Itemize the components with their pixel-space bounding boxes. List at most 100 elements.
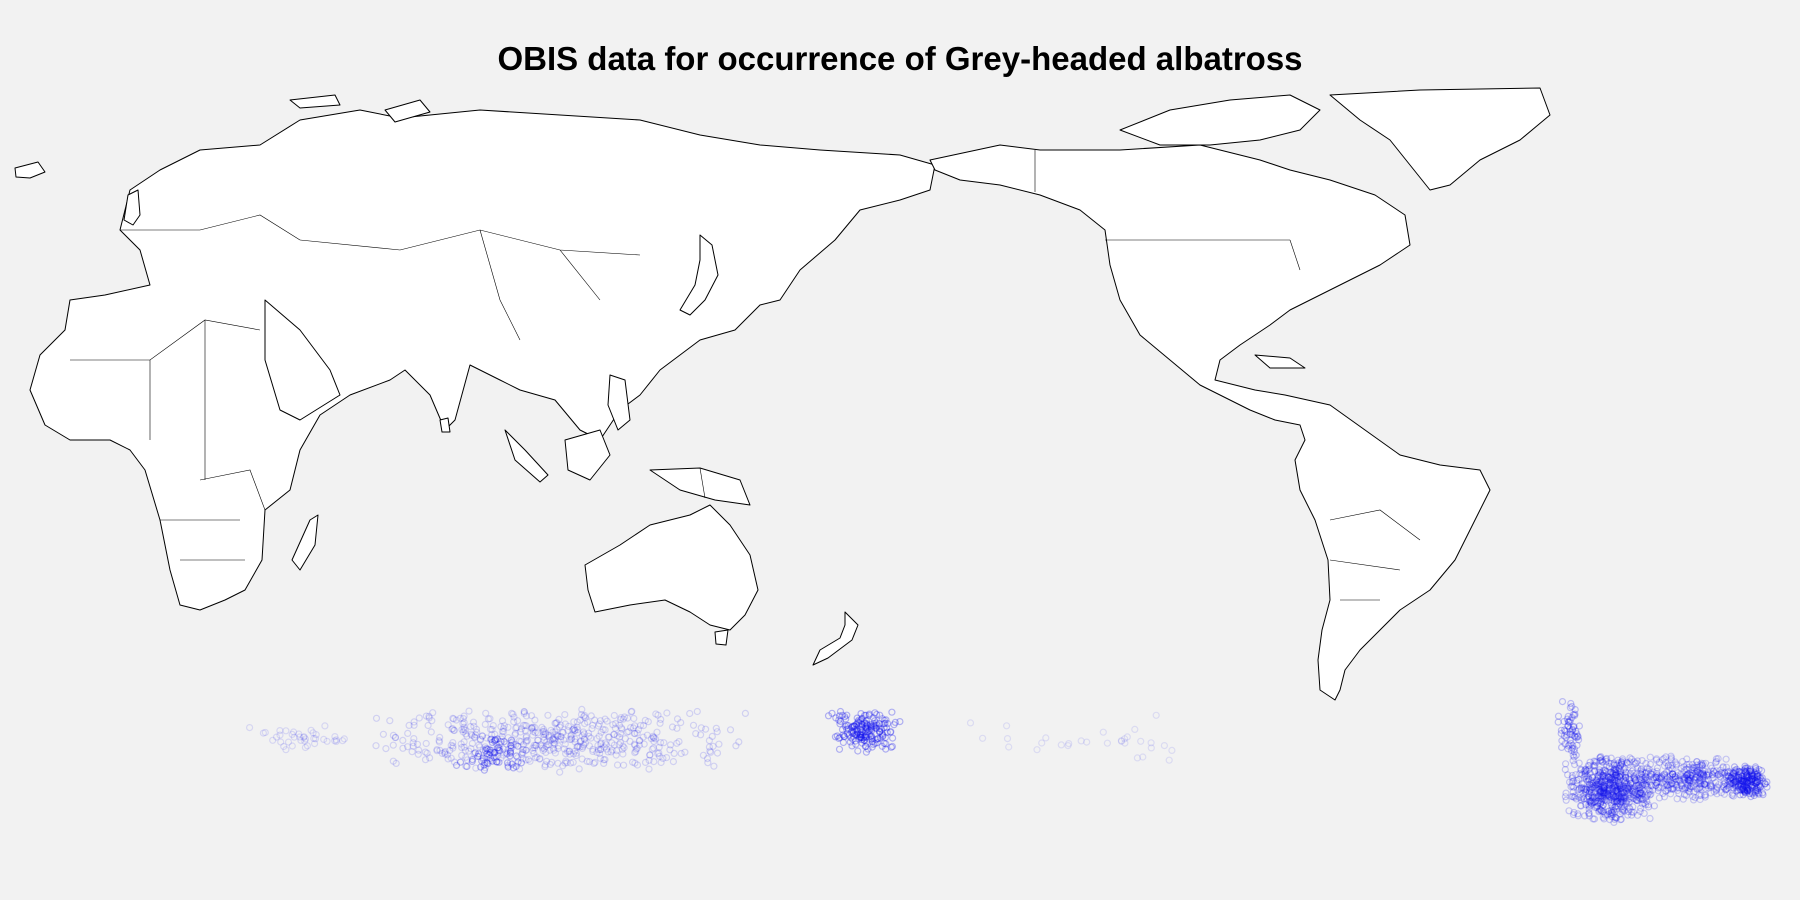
occurrence-marker [488, 746, 496, 755]
occurrence-marker [465, 747, 473, 755]
occurrence-marker [1644, 801, 1652, 809]
occurrence-marker [1607, 754, 1615, 762]
occurrence-marker [1612, 769, 1620, 777]
occurrence-marker [522, 712, 531, 720]
occurrence-marker [1618, 772, 1627, 780]
occurrence-marker [853, 730, 861, 738]
occurrence-marker [1637, 770, 1645, 778]
occurrence-marker [873, 735, 882, 743]
occurrence-marker [1605, 792, 1614, 801]
occurrence-marker [1691, 764, 1699, 772]
occurrence-marker [858, 731, 867, 739]
occurrence-marker [1599, 773, 1607, 781]
occurrence-marker [1728, 769, 1737, 777]
occurrence-marker [1616, 800, 1624, 808]
occurrence-marker [1585, 802, 1593, 811]
occurrence-marker [628, 758, 637, 766]
occurrence-marker [460, 725, 468, 734]
occurrence-marker [1689, 792, 1697, 801]
occurrence-marker [1580, 773, 1588, 781]
occurrence-marker [1739, 785, 1747, 794]
occurrence-marker [460, 723, 468, 731]
occurrence-marker [493, 758, 501, 766]
occurrence-marker [1693, 758, 1701, 766]
occurrence-marker [1712, 758, 1720, 767]
occurrence-marker [1695, 768, 1703, 777]
occurrence-marker [623, 728, 631, 736]
occurrence-marker [301, 735, 310, 743]
occurrence-marker [450, 715, 458, 723]
occurrence-marker [1103, 739, 1112, 747]
occurrence-marker [1568, 774, 1577, 782]
arabia-landmass [264, 299, 341, 421]
occurrence-marker [512, 762, 520, 771]
occurrence-marker [845, 731, 853, 739]
occurrence-marker [1077, 737, 1085, 745]
occurrence-marker [517, 759, 526, 767]
occurrence-marker [1621, 784, 1629, 793]
occurrence-marker [1632, 782, 1640, 790]
occurrence-marker [452, 716, 460, 724]
occurrence-marker [1675, 789, 1683, 798]
occurrence-marker [1729, 771, 1737, 779]
occurrence-marker [1696, 774, 1704, 782]
occurrence-marker [1719, 763, 1727, 772]
occurrence-marker [853, 720, 861, 728]
occurrence-marker [575, 765, 583, 773]
occurrence-marker [1591, 803, 1600, 812]
occurrence-marker [1691, 773, 1700, 782]
occurrence-marker [1612, 795, 1620, 803]
occurrence-marker [1721, 786, 1730, 794]
occurrence-marker [1631, 776, 1640, 785]
occurrence-marker [1646, 769, 1655, 777]
occurrence-marker [601, 726, 609, 734]
occurrence-marker [1691, 775, 1699, 783]
occurrence-marker [1574, 812, 1582, 820]
occurrence-marker [1585, 797, 1594, 806]
occurrence-marker [1613, 774, 1622, 782]
occurrence-marker [648, 745, 656, 753]
occurrence-marker [1602, 762, 1611, 770]
occurrence-marker [645, 765, 653, 773]
occurrence-marker [864, 745, 872, 753]
occurrence-marker [1725, 772, 1733, 780]
occurrence-marker [635, 736, 644, 745]
occurrence-marker [868, 737, 877, 746]
occurrence-marker [1702, 759, 1710, 767]
occurrence-marker [1660, 754, 1668, 763]
occurrence-marker [1573, 776, 1581, 785]
occurrence-marker [1748, 775, 1756, 783]
occurrence-marker [1723, 771, 1731, 779]
occurrence-marker [1609, 778, 1617, 786]
occurrence-marker [610, 730, 618, 739]
occurrence-marker [1677, 780, 1685, 788]
occurrence-marker [854, 718, 862, 726]
occurrence-marker [524, 755, 533, 764]
occurrence-marker [1652, 779, 1660, 787]
occurrence-marker [1612, 802, 1621, 810]
borneo-landmass [564, 429, 611, 481]
occurrence-marker [842, 721, 851, 729]
occurrence-marker [1741, 786, 1749, 794]
occurrence-marker [463, 756, 471, 764]
occurrence-marker [1573, 730, 1581, 738]
occurrence-marker [1754, 772, 1762, 781]
occurrence-marker [611, 724, 619, 732]
occurrence-marker [1725, 783, 1733, 792]
occurrence-marker [272, 733, 281, 741]
occurrence-marker [640, 740, 648, 748]
occurrence-marker [1595, 781, 1603, 789]
occurrence-marker [1642, 781, 1650, 789]
country-border [120, 214, 301, 241]
occurrence-marker [507, 744, 515, 752]
occurrence-marker [1752, 767, 1760, 775]
occurrence-marker [613, 747, 621, 755]
occurrence-marker [1669, 770, 1677, 778]
occurrence-marker [596, 749, 604, 758]
occurrence-marker [858, 721, 866, 729]
occurrence-marker [1689, 782, 1697, 790]
occurrence-marker [1616, 781, 1624, 790]
occurrence-marker [1751, 789, 1760, 797]
occurrence-marker [1595, 808, 1603, 816]
occurrence-marker [544, 711, 552, 719]
